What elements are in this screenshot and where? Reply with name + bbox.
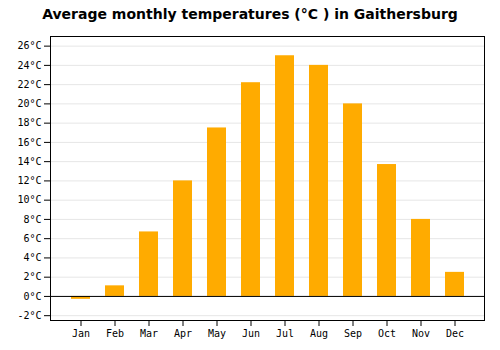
svg-text:Apr: Apr <box>174 328 192 339</box>
svg-text:16°C: 16°C <box>17 137 41 148</box>
svg-text:-2°C: -2°C <box>17 310 41 321</box>
svg-text:Jun: Jun <box>242 328 260 339</box>
svg-text:Dec: Dec <box>446 328 464 339</box>
svg-text:22°C: 22°C <box>17 79 41 90</box>
svg-text:Aug: Aug <box>310 328 328 339</box>
svg-text:Jul: Jul <box>276 328 294 339</box>
svg-text:12°C: 12°C <box>17 175 41 186</box>
svg-text:0°C: 0°C <box>23 291 41 302</box>
svg-text:10°C: 10°C <box>17 194 41 205</box>
svg-text:18°C: 18°C <box>17 117 41 128</box>
svg-text:20°C: 20°C <box>17 98 41 109</box>
svg-text:14°C: 14°C <box>17 156 41 167</box>
svg-text:Nov: Nov <box>412 328 430 339</box>
svg-text:2°C: 2°C <box>23 271 41 282</box>
svg-text:6°C: 6°C <box>23 233 41 244</box>
svg-text:26°C: 26°C <box>17 40 41 51</box>
svg-text:Jan: Jan <box>72 328 90 339</box>
svg-text:8°C: 8°C <box>23 214 41 225</box>
svg-text:4°C: 4°C <box>23 252 41 263</box>
html-text:Average monthly temperatures (: Average monthly temperatures (°C ) in Ga… <box>42 6 458 22</box>
svg-text:Feb: Feb <box>106 328 124 339</box>
svg-text:Oct: Oct <box>378 328 396 339</box>
svg-text:Mar: Mar <box>140 328 158 339</box>
svg-text:Sep: Sep <box>344 328 362 339</box>
svg-text:May: May <box>208 328 226 339</box>
svg-text:24°C: 24°C <box>17 60 41 71</box>
